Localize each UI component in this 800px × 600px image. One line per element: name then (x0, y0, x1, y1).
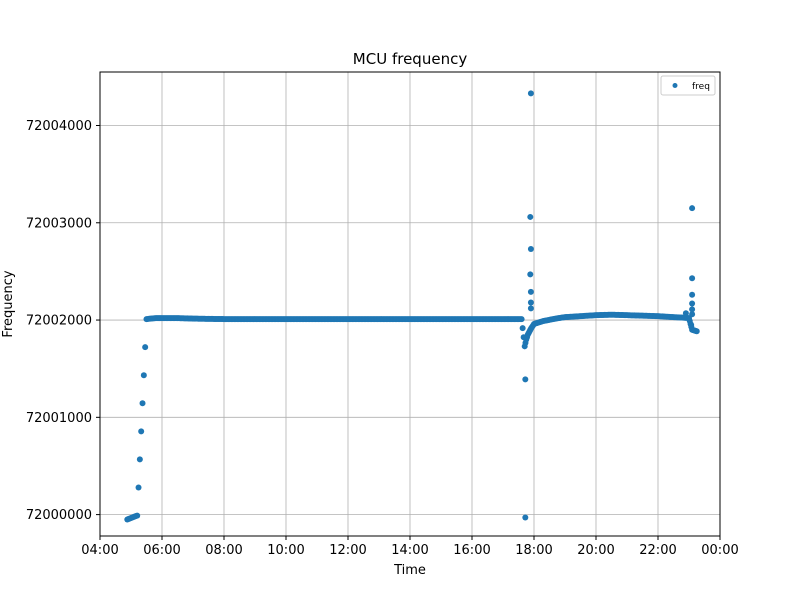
legend-label: freq (692, 82, 710, 92)
outlier-point (689, 300, 696, 307)
x-tick-label: 04:00 (81, 543, 118, 558)
legend-marker (672, 83, 678, 88)
outlier-point (522, 514, 529, 521)
x-tick-label: 14:00 (391, 543, 428, 558)
outlier-point (688, 321, 695, 328)
outlier-point (527, 90, 534, 97)
outlier-point (527, 299, 534, 306)
legend: freq (660, 75, 716, 96)
data-point (135, 484, 142, 491)
outlier-point (682, 310, 689, 317)
outlier-point (527, 271, 534, 278)
data-point (519, 325, 526, 332)
y-tick-label: 72002000 (26, 314, 92, 329)
outlier-point (689, 291, 696, 298)
x-tick-label: 20:00 (577, 543, 614, 558)
outlier-point (527, 246, 534, 253)
data-points (124, 90, 700, 523)
outlier-point (527, 288, 534, 295)
data-point (134, 512, 141, 519)
outlier-point (689, 306, 696, 313)
y-tick-label: 72000000 (26, 508, 92, 523)
x-tick-label: 00:00 (701, 543, 738, 558)
data-point (140, 372, 147, 379)
outlier-point (522, 376, 529, 383)
y-axis: 72000000 72001000 72002000 72003000 72004000 (26, 119, 100, 523)
data-point (139, 400, 146, 407)
data-point (142, 344, 149, 351)
x-tick-label: 06:00 (143, 543, 180, 558)
data-point (693, 328, 700, 335)
y-tick-label: 72004000 (26, 119, 92, 134)
data-point (518, 316, 525, 323)
data-point (136, 456, 143, 463)
data-point (138, 428, 145, 435)
outlier-point (689, 205, 696, 212)
x-axis: 04:00 06:00 08:00 10:00 12:00 14:00 16:00 18:00… (81, 536, 739, 558)
x-tick-label: 10:00 (267, 543, 304, 558)
legend-box (660, 75, 716, 96)
y-axis-label: Frequency (1, 270, 16, 337)
outlier-point (527, 213, 534, 220)
x-tick-label: 12:00 (329, 543, 366, 558)
chart-title: MCU frequency (353, 50, 468, 68)
x-tick-label: 22:00 (639, 543, 676, 558)
y-tick-label: 72003000 (26, 216, 92, 231)
y-tick-label: 72001000 (26, 411, 92, 426)
outlier-point (689, 275, 696, 282)
x-axis-label: Time (393, 563, 426, 578)
outlier-point (689, 311, 696, 318)
x-tick-label: 16:00 (453, 543, 490, 558)
x-tick-label: 08:00 (205, 543, 242, 558)
x-tick-label: 18:00 (515, 543, 552, 558)
outlier-point (527, 305, 534, 312)
